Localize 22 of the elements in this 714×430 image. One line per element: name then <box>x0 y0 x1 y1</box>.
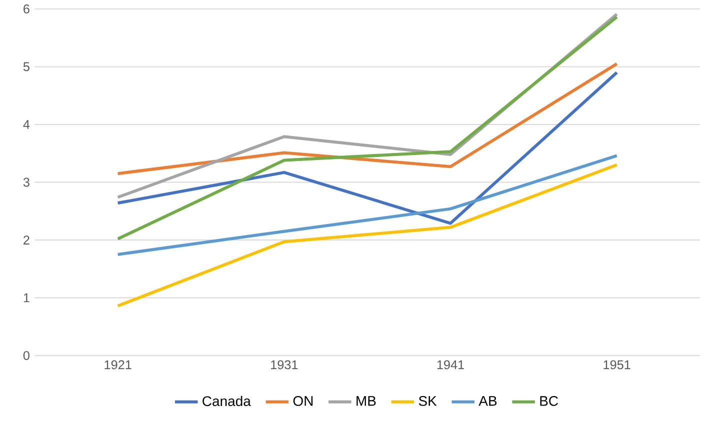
y-tick-label: 4 <box>23 120 30 130</box>
line-series <box>116 71 618 225</box>
y-tick-label: 1 <box>24 294 30 302</box>
x-tick-label: 1951 <box>604 360 630 370</box>
line-series <box>116 164 618 308</box>
legend-label: SK <box>418 396 437 406</box>
legend-label: BC <box>540 396 558 406</box>
legend-label: AB <box>478 396 497 406</box>
legend-label: MB <box>356 396 376 406</box>
line-series <box>116 62 618 176</box>
y-tick-label: 2 <box>24 236 30 245</box>
line-series <box>116 16 618 241</box>
y-tick-label: 5 <box>23 62 30 72</box>
x-tick-label: 1941 <box>437 360 464 370</box>
x-tick-label: 1921 <box>104 360 132 370</box>
y-tick-label: 3 <box>23 178 30 187</box>
line-series <box>116 154 618 256</box>
y-tick-label: 0 <box>23 351 30 360</box>
legend-label: Canada <box>202 396 251 406</box>
legend-label: ON <box>293 396 313 406</box>
x-tick-label: 1931 <box>271 360 298 370</box>
y-tick-label: 6 <box>24 4 30 14</box>
